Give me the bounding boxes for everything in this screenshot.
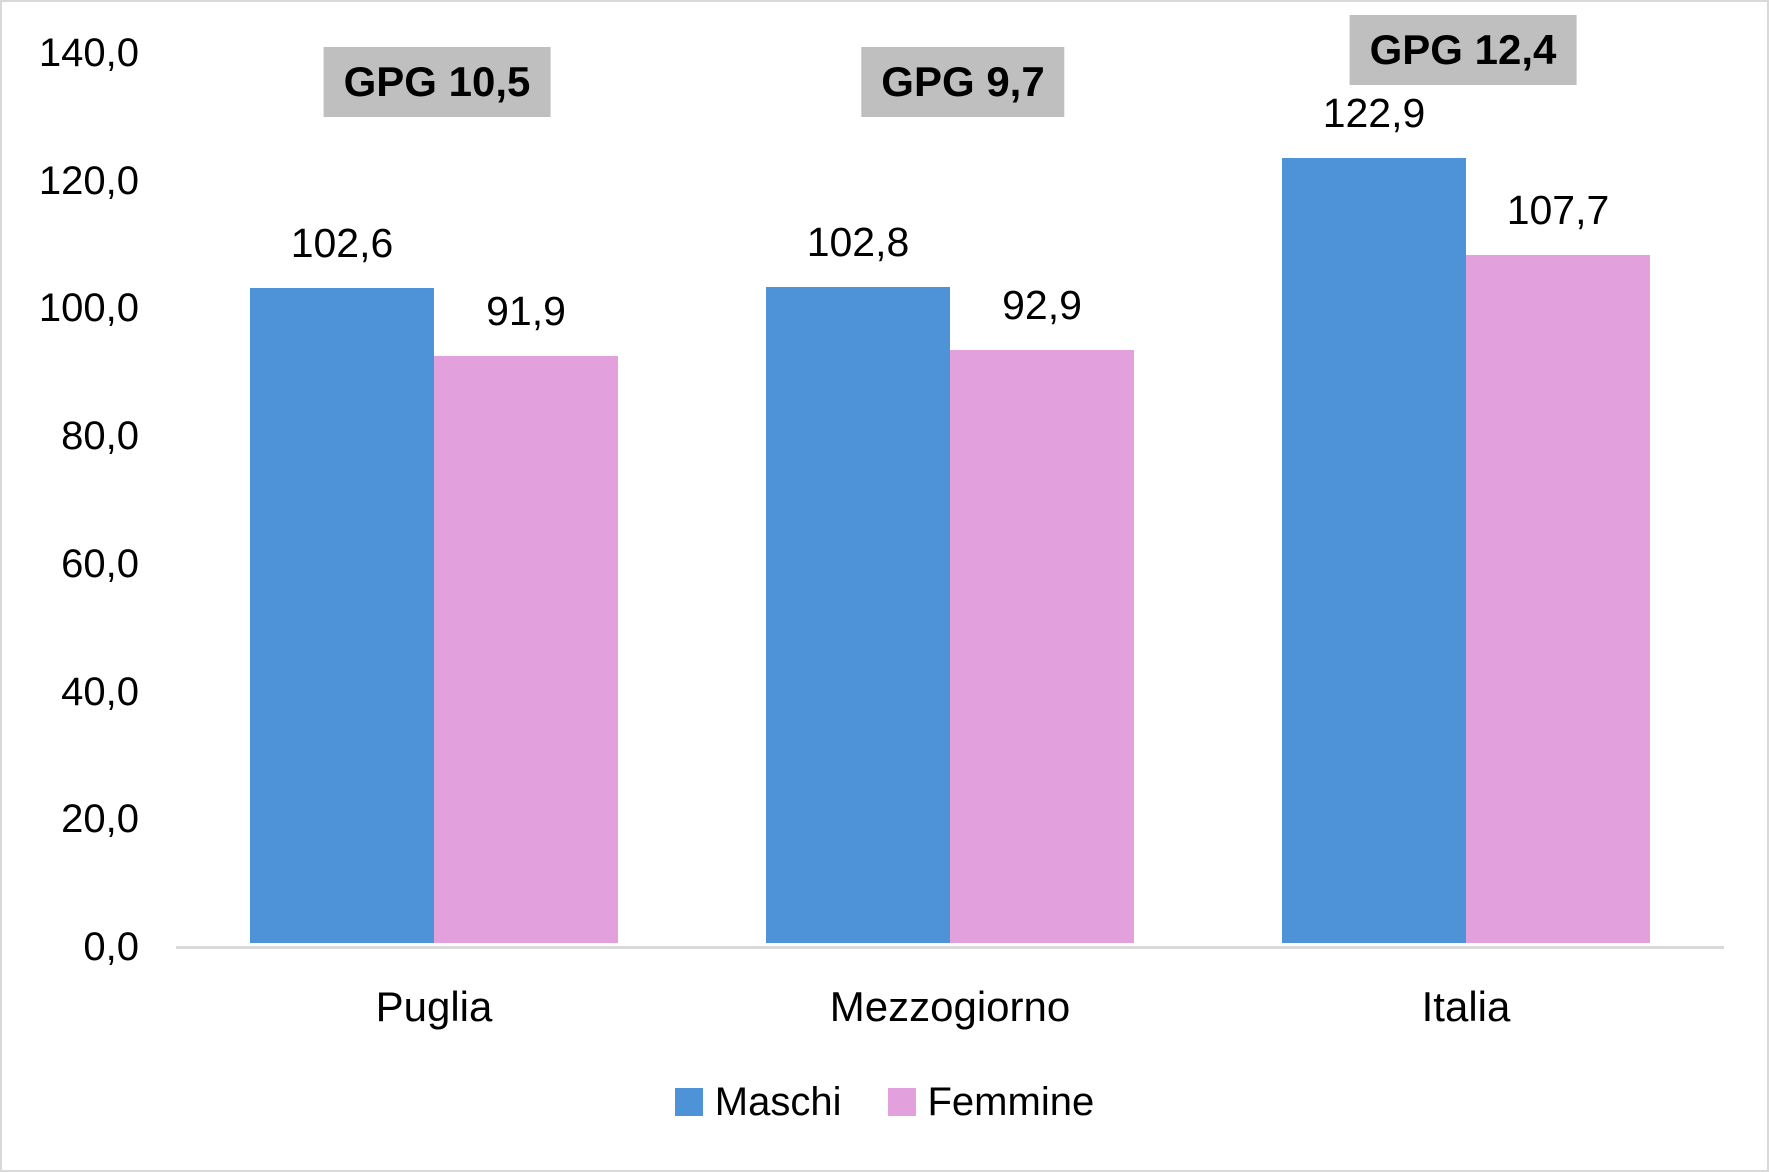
bar-maschi-mezzogiorno[interactable] bbox=[766, 286, 950, 943]
bar-femmine-puglia[interactable] bbox=[434, 356, 618, 943]
data-label-femmine-mezzogiorno: 92,9 bbox=[1002, 281, 1082, 328]
category-label-mezzogiorno: Mezzogiorno bbox=[829, 983, 1071, 1030]
bar-maschi-italia[interactable] bbox=[1282, 158, 1466, 943]
category-label-italia: Italia bbox=[1421, 983, 1511, 1030]
femmine-swatch-icon bbox=[887, 1088, 916, 1116]
y-axis-tick-label: 40,0 bbox=[61, 669, 139, 714]
y-axis-tick-label: 80,0 bbox=[61, 414, 139, 459]
data-label-maschi-puglia: 102,6 bbox=[290, 219, 394, 266]
legend-label-maschi: Maschi bbox=[714, 1080, 842, 1124]
y-axis-tick-label: 140,0 bbox=[38, 31, 139, 75]
gpg-annotation-italia[interactable]: GPG 12,4 bbox=[1349, 15, 1577, 85]
y-axis-tick-label: 60,0 bbox=[61, 541, 139, 586]
y-axis-tick-label: 0,0 bbox=[83, 925, 139, 969]
x-axis-line bbox=[176, 946, 1724, 949]
y-axis-tick-label: 100,0 bbox=[38, 286, 139, 331]
category-label-puglia: Puglia bbox=[375, 983, 493, 1030]
legend-label-femmine: Femmine bbox=[927, 1080, 1095, 1124]
y-axis-tick-label: 120,0 bbox=[38, 158, 139, 203]
gpg-annotation-mezzogiorno[interactable]: GPG 9,7 bbox=[861, 47, 1065, 117]
legend-item-femmine[interactable]: Femmine bbox=[887, 1080, 1095, 1124]
bar-femmine-italia[interactable] bbox=[1466, 255, 1650, 943]
bar-maschi-puglia[interactable] bbox=[250, 287, 434, 943]
data-label-femmine-puglia: 91,9 bbox=[486, 288, 566, 335]
data-label-maschi-italia: 122,9 bbox=[1322, 90, 1426, 137]
data-label-femmine-italia: 107,7 bbox=[1506, 187, 1610, 234]
data-label-maschi-mezzogiorno: 102,8 bbox=[806, 218, 910, 265]
y-axis-tick-label: 20,0 bbox=[61, 797, 139, 842]
legend-item-maschi[interactable]: Maschi bbox=[674, 1080, 842, 1124]
bar-femmine-mezzogiorno[interactable] bbox=[950, 349, 1134, 943]
gpg-annotation-puglia[interactable]: GPG 10,5 bbox=[323, 47, 551, 117]
maschi-swatch-icon bbox=[674, 1088, 703, 1116]
legend: Maschi Femmine bbox=[2, 1080, 1767, 1124]
